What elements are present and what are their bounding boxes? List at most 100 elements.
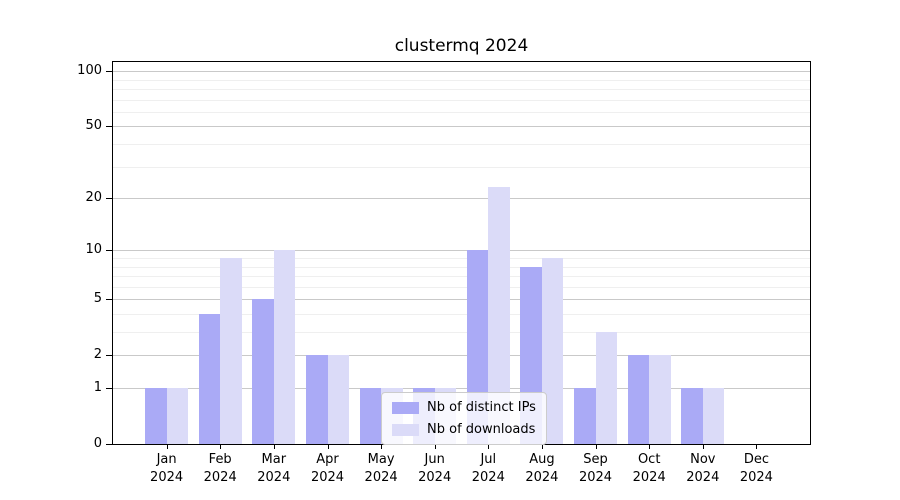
- x-tick-label-jun: Jun 2024: [403, 451, 467, 487]
- x-tick-jun: [434, 445, 436, 449]
- y-tick-100: [106, 71, 112, 73]
- major-gridline-2: [113, 355, 810, 357]
- minor-gridline-6: [113, 286, 810, 288]
- y-tick-0: [106, 444, 112, 445]
- bar-downloads-nov: [702, 388, 725, 444]
- minor-gridline-4: [113, 314, 810, 315]
- bar-downloads-jul: [488, 187, 510, 444]
- legend-label: Nb of downloads: [427, 422, 536, 437]
- x-tick-label-aug: Aug 2024: [510, 451, 574, 487]
- major-gridline-100: [113, 71, 810, 73]
- year-label: 2024: [525, 470, 559, 485]
- month-label: May: [367, 452, 395, 467]
- bar-downloads-aug: [541, 258, 564, 444]
- x-tick-label-jul: Jul 2024: [456, 451, 520, 487]
- bar-downloads-jan: [166, 388, 189, 444]
- year-label: 2024: [739, 470, 773, 485]
- y-tick-50: [106, 126, 112, 128]
- y-tick-label-10: 10: [85, 242, 102, 258]
- bar-distinct-ips-oct: [627, 355, 650, 444]
- x-tick-may: [381, 445, 383, 449]
- minor-gridline-60: [113, 111, 810, 113]
- legend-label: Nb of distinct IPs: [427, 400, 536, 415]
- x-tick-label-nov: Nov 2024: [671, 451, 735, 487]
- x-tick-label-mar: Mar 2024: [242, 451, 306, 487]
- bar-downloads-apr: [327, 355, 349, 444]
- x-tick-nov: [702, 445, 704, 449]
- bar-distinct-ips-apr: [306, 355, 328, 444]
- x-tick-label-may: May 2024: [349, 451, 413, 487]
- bar-downloads-oct: [649, 355, 671, 444]
- year-label: 2024: [632, 470, 666, 485]
- year-label: 2024: [418, 470, 452, 485]
- y-tick-label-5: 5: [93, 291, 102, 307]
- x-tick-label-dec: Dec 2024: [724, 451, 788, 487]
- legend-entry-downloads: Nb of downloads: [392, 420, 536, 439]
- y-tick-label-20: 20: [85, 190, 102, 206]
- x-tick-label-sep: Sep 2024: [564, 451, 628, 487]
- minor-gridline-3: [113, 332, 810, 333]
- x-tick-label-feb: Feb 2024: [188, 451, 252, 487]
- month-label: Sep: [583, 452, 608, 467]
- bar-downloads-mar: [273, 250, 296, 444]
- bar-distinct-ips-sep: [574, 388, 596, 444]
- y-tick-label-0: 0: [93, 436, 102, 451]
- bar-distinct-ips-nov: [681, 388, 703, 444]
- year-label: 2024: [578, 470, 613, 485]
- year-label: 2024: [150, 470, 184, 485]
- distinct-ips-swatch-icon: [392, 401, 419, 414]
- bar-downloads-sep: [595, 332, 617, 444]
- minor-gridline-80: [113, 89, 810, 90]
- x-tick-dec: [756, 445, 758, 449]
- x-tick-label-oct: Oct 2024: [617, 451, 681, 487]
- major-gridline-50: [113, 126, 810, 128]
- month-label: Jul: [480, 452, 497, 467]
- y-tick-label-100: 100: [77, 63, 102, 79]
- month-label: Jun: [424, 452, 445, 467]
- y-tick-2: [106, 355, 112, 357]
- year-label: 2024: [686, 470, 720, 485]
- month-label: Aug: [529, 452, 555, 467]
- minor-gridline-9: [113, 258, 810, 259]
- y-tick-label-2: 2: [93, 347, 102, 363]
- y-tick-20: [106, 198, 112, 200]
- legend: Nb of distinct IPs Nb of downloads: [381, 392, 547, 445]
- major-gridline-1: [113, 388, 810, 389]
- minor-gridline-90: [113, 79, 810, 81]
- minor-gridline-7: [113, 276, 810, 277]
- year-label: 2024: [310, 470, 345, 485]
- x-tick-oct: [649, 445, 651, 449]
- major-gridline-10: [113, 250, 810, 252]
- year-label: 2024: [471, 470, 505, 485]
- bar-distinct-ips-may: [359, 388, 382, 444]
- minor-gridline-70: [113, 99, 810, 101]
- x-tick-label-apr: Apr 2024: [296, 451, 360, 487]
- month-label: Mar: [261, 452, 287, 467]
- x-tick-label-jan: Jan 2024: [135, 451, 199, 487]
- x-tick-mar: [273, 445, 275, 449]
- year-label: 2024: [203, 470, 237, 485]
- y-tick-label-1: 1: [93, 380, 102, 395]
- y-tick-1: [106, 388, 112, 389]
- minor-gridline-40: [113, 144, 810, 145]
- month-label: Dec: [743, 452, 769, 467]
- legend-entry-distinct-ips: Nb of distinct IPs: [392, 398, 536, 417]
- year-label: 2024: [257, 470, 291, 485]
- bar-distinct-ips-feb: [198, 314, 221, 444]
- plot-area: Nb of distinct IPs Nb of downloads: [112, 61, 811, 445]
- y-tick-5: [106, 299, 112, 301]
- major-gridline-20: [113, 198, 810, 200]
- bar-distinct-ips-mar: [252, 299, 274, 444]
- x-tick-aug: [541, 445, 543, 449]
- month-label: Apr: [316, 452, 339, 467]
- y-tick-10: [106, 250, 112, 252]
- x-tick-jan: [166, 445, 168, 449]
- minor-gridline-30: [113, 166, 810, 168]
- x-tick-feb: [220, 445, 222, 449]
- major-gridline-5: [113, 299, 810, 301]
- bar-downloads-feb: [220, 258, 242, 444]
- minor-gridline-8: [113, 266, 810, 268]
- month-label: Jan: [156, 452, 177, 467]
- year-label: 2024: [364, 470, 398, 485]
